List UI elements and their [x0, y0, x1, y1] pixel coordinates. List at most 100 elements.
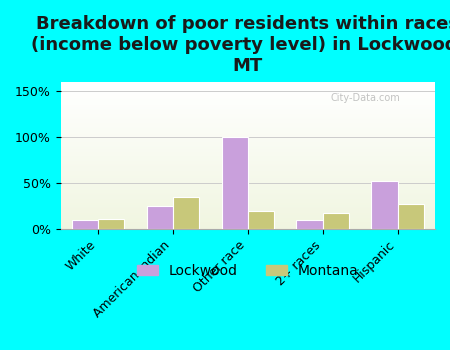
Bar	[61, 124, 435, 125]
Bar	[61, 188, 435, 189]
Bar	[61, 143, 435, 144]
Bar	[61, 137, 435, 138]
Bar	[61, 107, 435, 108]
Bar	[61, 177, 435, 178]
Bar	[61, 214, 435, 215]
Bar	[61, 132, 435, 133]
Bar	[61, 94, 435, 95]
Bar	[61, 142, 435, 143]
Bar	[61, 145, 435, 146]
Bar	[61, 112, 435, 113]
Bar	[61, 86, 435, 87]
Bar	[61, 225, 435, 226]
Bar	[61, 88, 435, 89]
Bar	[61, 187, 435, 188]
Bar	[248, 211, 274, 229]
Bar	[61, 207, 435, 208]
Legend: Lockwood, Montana: Lockwood, Montana	[131, 258, 364, 284]
Bar	[61, 206, 435, 207]
Bar	[147, 206, 173, 229]
Bar	[61, 99, 435, 100]
Bar	[61, 139, 435, 140]
Bar	[61, 91, 435, 92]
Bar	[61, 208, 435, 209]
Bar	[61, 146, 435, 147]
Bar	[61, 175, 435, 176]
Bar	[61, 98, 435, 99]
Bar	[61, 117, 435, 118]
Bar	[61, 83, 435, 84]
Bar	[61, 119, 435, 120]
Bar	[61, 195, 435, 196]
Bar	[61, 198, 435, 199]
Bar	[61, 104, 435, 105]
Bar	[61, 217, 435, 218]
Bar	[61, 220, 435, 221]
Bar	[61, 156, 435, 157]
Bar	[61, 111, 435, 112]
Bar	[61, 168, 435, 169]
Bar	[61, 155, 435, 156]
Bar	[61, 199, 435, 200]
Bar	[297, 220, 323, 229]
Bar	[61, 115, 435, 116]
Bar	[61, 204, 435, 205]
Bar	[61, 129, 435, 130]
Bar	[61, 82, 435, 83]
Bar	[61, 135, 435, 136]
Bar	[61, 127, 435, 128]
Bar	[61, 191, 435, 192]
Bar	[61, 203, 435, 204]
Bar	[61, 109, 435, 110]
Bar	[61, 141, 435, 142]
Bar	[61, 118, 435, 119]
Bar	[61, 110, 435, 111]
Bar	[61, 164, 435, 165]
Bar	[61, 163, 435, 164]
Bar	[61, 89, 435, 90]
Bar	[61, 226, 435, 227]
Bar	[61, 148, 435, 149]
Bar	[61, 224, 435, 225]
Bar	[61, 211, 435, 212]
Bar	[61, 216, 435, 217]
Bar	[61, 144, 435, 145]
Bar	[61, 151, 435, 152]
Bar	[98, 219, 124, 229]
Bar	[61, 96, 435, 97]
Bar	[61, 176, 435, 177]
Bar	[61, 183, 435, 184]
Bar	[61, 221, 435, 222]
Bar	[61, 222, 435, 223]
Bar	[61, 202, 435, 203]
Text: City-Data.com: City-Data.com	[330, 93, 400, 104]
Bar	[61, 121, 435, 122]
Bar	[61, 210, 435, 211]
Bar	[61, 227, 435, 228]
Bar	[61, 158, 435, 159]
Bar	[61, 186, 435, 187]
Bar	[61, 194, 435, 195]
Bar	[61, 93, 435, 94]
Bar	[61, 149, 435, 150]
Bar	[61, 169, 435, 170]
Bar	[61, 153, 435, 154]
Bar	[61, 84, 435, 85]
Bar	[61, 170, 435, 171]
Bar	[61, 87, 435, 88]
Bar	[61, 185, 435, 186]
Bar	[61, 101, 435, 102]
Bar	[323, 213, 349, 229]
Bar	[61, 179, 435, 180]
Bar	[61, 150, 435, 151]
Bar	[61, 147, 435, 148]
Bar	[61, 138, 435, 139]
Bar	[61, 165, 435, 166]
Bar	[61, 172, 435, 173]
Bar	[61, 160, 435, 161]
Bar	[61, 171, 435, 172]
Bar	[61, 131, 435, 132]
Bar	[61, 102, 435, 103]
Bar	[61, 190, 435, 191]
Bar	[61, 182, 435, 183]
